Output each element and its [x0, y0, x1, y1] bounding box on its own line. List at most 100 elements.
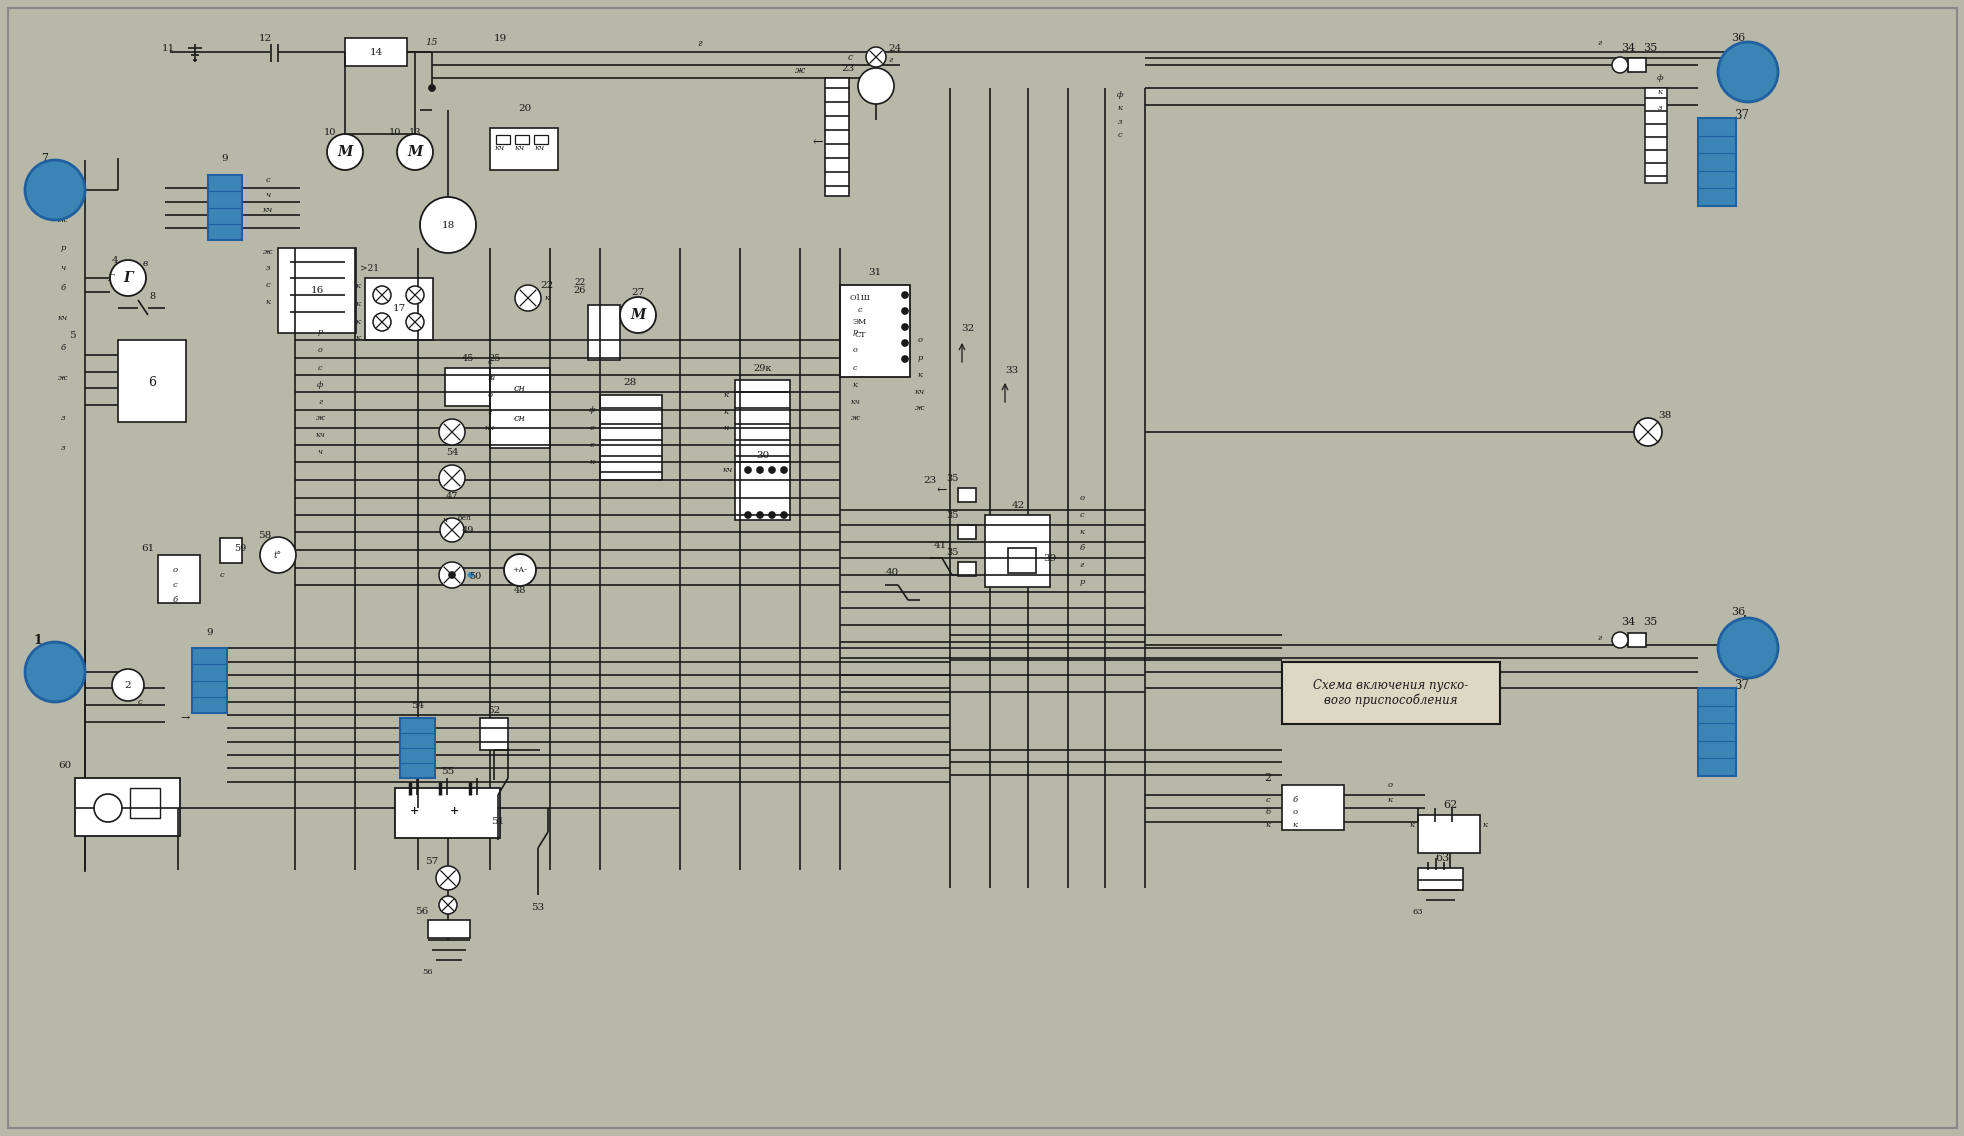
Bar	[401, 718, 434, 778]
Text: р: р	[852, 328, 856, 336]
Text: 47: 47	[446, 492, 458, 501]
Circle shape	[503, 554, 536, 586]
Text: 55: 55	[442, 768, 454, 777]
Bar	[1626, 633, 1646, 648]
Text: ж: ж	[795, 66, 805, 75]
Text: з: з	[265, 264, 271, 272]
Text: 40: 40	[886, 568, 898, 576]
Text: 33: 33	[1006, 366, 1017, 375]
Text: М: М	[630, 308, 646, 321]
Text: 35: 35	[1642, 617, 1656, 627]
Circle shape	[858, 68, 894, 105]
Text: 19: 19	[493, 33, 507, 42]
Circle shape	[397, 134, 432, 170]
Circle shape	[1717, 42, 1777, 102]
Circle shape	[407, 286, 424, 304]
Text: 32: 32	[960, 324, 974, 333]
Circle shape	[901, 340, 907, 346]
Circle shape	[326, 134, 363, 170]
Text: 48: 48	[513, 585, 526, 594]
Text: кч: кч	[314, 431, 324, 438]
Bar	[735, 381, 790, 462]
Circle shape	[756, 467, 762, 473]
Text: ч: ч	[442, 516, 448, 524]
Text: 57: 57	[424, 858, 438, 867]
Text: б: б	[1292, 796, 1296, 804]
Circle shape	[901, 308, 907, 314]
Text: 36: 36	[1730, 33, 1744, 43]
Text: р: р	[61, 244, 65, 252]
Circle shape	[438, 896, 458, 914]
Text: О1Ш: О1Ш	[848, 294, 870, 302]
Circle shape	[448, 573, 456, 578]
Text: 63: 63	[1434, 853, 1447, 863]
Text: >21: >21	[359, 264, 379, 273]
Text: ж: ж	[915, 404, 925, 412]
Text: с: с	[220, 571, 224, 579]
Circle shape	[1717, 618, 1777, 678]
Text: кч: кч	[915, 389, 925, 396]
Text: кч: кч	[263, 206, 273, 214]
Text: кч: кч	[534, 144, 544, 152]
Text: с: с	[852, 364, 856, 371]
Text: 39: 39	[1043, 553, 1057, 562]
Text: с: с	[858, 306, 862, 314]
Bar	[1281, 785, 1343, 830]
Text: к: к	[589, 458, 595, 466]
Text: Г: Г	[106, 274, 114, 283]
Text: бел: бел	[458, 513, 471, 523]
Bar	[118, 340, 187, 421]
Text: кч: кч	[723, 466, 733, 474]
Text: М: М	[338, 145, 352, 159]
Text: с: с	[846, 52, 852, 61]
Text: 4: 4	[112, 256, 118, 265]
Text: о: о	[1078, 494, 1084, 502]
Text: г: г	[888, 56, 894, 64]
Text: 45: 45	[462, 353, 473, 362]
Text: г: г	[487, 408, 491, 416]
Text: ←: ←	[937, 484, 947, 496]
Text: 26: 26	[573, 285, 585, 294]
Circle shape	[1610, 57, 1626, 73]
Text: 16: 16	[310, 285, 324, 294]
Text: 41: 41	[933, 541, 947, 550]
Circle shape	[901, 356, 907, 362]
Circle shape	[1610, 632, 1626, 648]
Text: з: з	[65, 191, 71, 199]
Text: к: к	[1481, 821, 1487, 829]
Text: 7: 7	[41, 153, 49, 162]
Text: 2: 2	[124, 680, 132, 690]
Text: 50: 50	[469, 571, 481, 580]
Text: →: →	[181, 713, 191, 722]
Text: ж: ж	[263, 248, 273, 256]
Circle shape	[420, 197, 475, 253]
Bar	[825, 78, 848, 197]
Text: 53: 53	[530, 903, 544, 912]
Circle shape	[373, 286, 391, 304]
Text: 29к: 29к	[754, 364, 772, 373]
Text: б: б	[1078, 544, 1084, 552]
Text: 42: 42	[1011, 501, 1023, 510]
Text: 11: 11	[161, 43, 175, 52]
Text: 35: 35	[1642, 43, 1656, 53]
Circle shape	[373, 314, 391, 331]
Text: ж: ж	[850, 414, 858, 421]
Text: ЭМ: ЭМ	[852, 318, 866, 326]
Text: 23: 23	[841, 64, 854, 73]
Bar	[495, 135, 511, 144]
Text: г: г	[697, 39, 701, 48]
Text: с: с	[318, 364, 322, 371]
Text: з: з	[61, 444, 65, 452]
Text: к: к	[1387, 796, 1392, 804]
Bar	[489, 128, 558, 170]
Text: ф: ф	[316, 381, 322, 389]
Text: ●: ●	[465, 571, 473, 579]
Text: ←: ←	[813, 135, 823, 149]
Text: 36: 36	[1730, 607, 1744, 617]
Text: 31: 31	[868, 267, 882, 276]
Circle shape	[756, 512, 762, 518]
Text: 22: 22	[540, 281, 554, 290]
Text: ж: ж	[59, 374, 67, 382]
Text: г: г	[1597, 634, 1601, 642]
Text: ж: ж	[316, 414, 324, 421]
